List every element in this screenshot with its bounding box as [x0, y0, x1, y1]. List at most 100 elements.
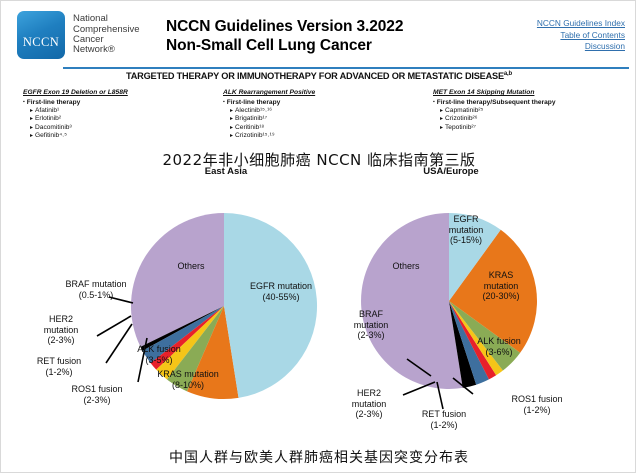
- label-usa-ret-pct: (1-2%): [430, 419, 458, 430]
- label-east-asia-ros1: ROS1 fusion (2-3%): [49, 384, 145, 405]
- label-east-asia-others: Others: [177, 261, 205, 271]
- logo-line-4: Network®: [73, 44, 115, 56]
- page-title-line1: NCCN Guidelines Version 3.2022: [166, 18, 404, 35]
- page-title: NCCN Guidelines Version 3.2022 Non-Small…: [166, 17, 403, 55]
- chinese-overlay-title: 2022年非小细胞肺癌 NCCN 临床指南第三版: [162, 151, 476, 169]
- column-alk-heading-text: ALK Rearrangement Positive: [223, 89, 316, 96]
- logo-line-2: Comprehensive: [73, 23, 140, 35]
- pie-east-asia: [96, 213, 318, 400]
- slice-east-asia-egfr: [224, 213, 318, 398]
- label-usa-ret-name: RET fusion: [421, 409, 467, 419]
- label-east-asia-ros1-pct: (2-3%): [83, 394, 111, 405]
- label-east-asia-ros1-name: ROS1 fusion: [71, 384, 123, 394]
- label-east-asia-kras-pct: (8-10%): [171, 379, 204, 390]
- column-egfr-heading: EGFR Exon 19 Deletion or L858R: [23, 89, 128, 97]
- label-east-asia-ret: RET fusion (1-2%): [13, 356, 105, 377]
- label-usa-ros1-pct: (1-2%): [523, 404, 551, 415]
- label-east-asia-alk-name: ALK fusion: [137, 344, 181, 354]
- label-east-asia-egfr: EGFR mutation (40-55%): [216, 281, 346, 302]
- header-links: NCCN Guidelines Index Table of Contents …: [537, 18, 625, 53]
- slice-usa-kras: [449, 229, 538, 353]
- column-egfr-item-2: Dacomitinib³: [23, 124, 128, 132]
- column-alk-subheading: First-line therapy: [223, 98, 315, 107]
- slice-usa-ros1: [449, 301, 503, 376]
- label-usa-ros1-name: ROS1 fusion: [511, 394, 563, 404]
- column-met-heading-text: MET Exon 14 Skipping Mutation: [433, 89, 535, 96]
- label-usa-her2-line1: HER2: [356, 388, 381, 398]
- label-usa-ret: RET fusion (1-2%): [399, 409, 489, 430]
- page-title-line2: Non-Small Cell Lung Cancer: [166, 37, 372, 54]
- column-egfr: EGFR Exon 19 Deletion or L858R First-lin…: [23, 89, 128, 140]
- column-egfr-item-3: Gefitinib⁴˒⁵: [23, 132, 128, 140]
- therapy-columns: EGFR Exon 19 Deletion or L858R First-lin…: [1, 89, 636, 139]
- link-guidelines-index[interactable]: NCCN Guidelines Index: [536, 18, 625, 28]
- label-usa-alk: ALK fusion (3-6%): [456, 336, 542, 357]
- column-alk: ALK Rearrangement Positive First-line th…: [223, 89, 315, 140]
- leader-usa-ros1: [452, 377, 474, 395]
- label-usa-braf: BRAF mutation (2-3%): [331, 309, 411, 341]
- section-banner: TARGETED THERAPY OR IMMUNOTHERAPY FOR AD…: [1, 71, 636, 81]
- column-alk-item-0: Alectinib¹⁵˒¹⁶: [223, 107, 315, 115]
- label-east-asia-kras: KRAS mutation (8-10%): [123, 369, 253, 390]
- leader-usa-her2: [402, 381, 436, 396]
- column-met-item-1: Crizotinib²⁶: [433, 115, 556, 123]
- page-header: NCCN National Comprehensive Cancer Netwo…: [1, 1, 636, 67]
- column-met-item-0: Capmatinib²⁵: [433, 107, 556, 115]
- label-usa-her2: HER2 mutation (2-3%): [331, 388, 407, 420]
- nccn-logo-wordmark: National Comprehensive Cancer Network®: [73, 13, 140, 56]
- label-usa-egfr-line1: EGFR: [453, 214, 479, 224]
- label-usa-kras: KRAS mutation (20-30%): [456, 270, 546, 302]
- column-egfr-subheading: First-line therapy: [23, 98, 128, 107]
- label-east-asia-her2-line2: mutation: [43, 324, 79, 335]
- column-met-subheading: First-line therapy/Subsequent therapy: [433, 98, 556, 107]
- label-usa-egfr-line2: mutation: [448, 224, 484, 235]
- logo-line-1: National: [73, 13, 108, 25]
- label-east-asia-her2: HER2 mutation (2-3%): [23, 314, 99, 346]
- section-banner-footnote: a,b: [503, 71, 512, 77]
- slice-usa-egfr: [449, 213, 501, 301]
- nccn-logo: NCCN National Comprehensive Cancer Netwo…: [17, 11, 140, 59]
- slice-usa-braf: [449, 301, 477, 388]
- link-discussion[interactable]: Discussion: [584, 41, 625, 51]
- leader-usa-ret: [436, 381, 444, 410]
- label-usa-braf-line2: mutation: [353, 319, 389, 330]
- leader-usa-braf: [406, 358, 432, 377]
- pie-usa-europe: [361, 213, 538, 410]
- label-east-asia-ret-pct: (1-2%): [45, 366, 73, 377]
- column-alk-item-1: Brigatinib¹⁷: [223, 115, 315, 123]
- label-usa-alk-pct: (3-6%): [485, 346, 513, 357]
- column-met: MET Exon 14 Skipping Mutation First-line…: [433, 89, 556, 132]
- label-usa-others: Others: [392, 261, 420, 271]
- column-egfr-item-1: Erlotinib²: [23, 115, 128, 123]
- label-east-asia-alk: ALK fusion (3-5%): [114, 344, 204, 365]
- slice-usa-ret: [449, 301, 497, 380]
- label-usa-kras-pct: (20-30%): [482, 291, 520, 301]
- pie-charts-svg: [96, 213, 538, 410]
- label-east-asia-her2-line1: HER2: [48, 314, 73, 324]
- link-table-of-contents[interactable]: Table of Contents: [560, 29, 625, 40]
- slice-east-asia-alk: [167, 306, 224, 392]
- label-east-asia-egfr-name: EGFR mutation: [249, 281, 313, 291]
- label-usa-her2-line2: mutation: [351, 398, 387, 409]
- leader-east-asia-braf: [108, 296, 134, 304]
- label-east-asia-braf-name: BRAF mutation: [65, 279, 127, 289]
- chart-title-east-asia: East Asia: [204, 166, 248, 177]
- column-alk-heading: ALK Rearrangement Positive: [223, 89, 315, 97]
- slice-east-asia-others: [130, 213, 224, 347]
- nccn-logo-mark: NCCN: [17, 11, 65, 59]
- chinese-overlay-caption: 中国人群与欧美人群肺癌相关基因突变分布表: [169, 450, 469, 466]
- leader-east-asia-ret: [105, 323, 133, 364]
- label-east-asia-braf: BRAF mutation (0.5-1%): [39, 279, 153, 300]
- slice-east-asia-ret: [150, 306, 224, 370]
- label-usa-her2-pct: (2-3%): [355, 409, 383, 419]
- slice-east-asia-kras: [187, 306, 239, 400]
- slice-usa-her2: [449, 301, 489, 385]
- column-alk-item-2: Ceritinib¹⁸: [223, 124, 315, 132]
- label-east-asia-alk-pct: (3-5%): [145, 354, 173, 365]
- label-usa-egfr-pct: (5-15%): [449, 235, 482, 245]
- logo-line-3: Cancer: [73, 34, 104, 45]
- nccn-logo-text: NCCN: [22, 35, 60, 49]
- column-alk-item-3: Crizotinib¹⁵˒¹⁹: [223, 132, 315, 140]
- leader-east-asia-her2: [96, 315, 132, 337]
